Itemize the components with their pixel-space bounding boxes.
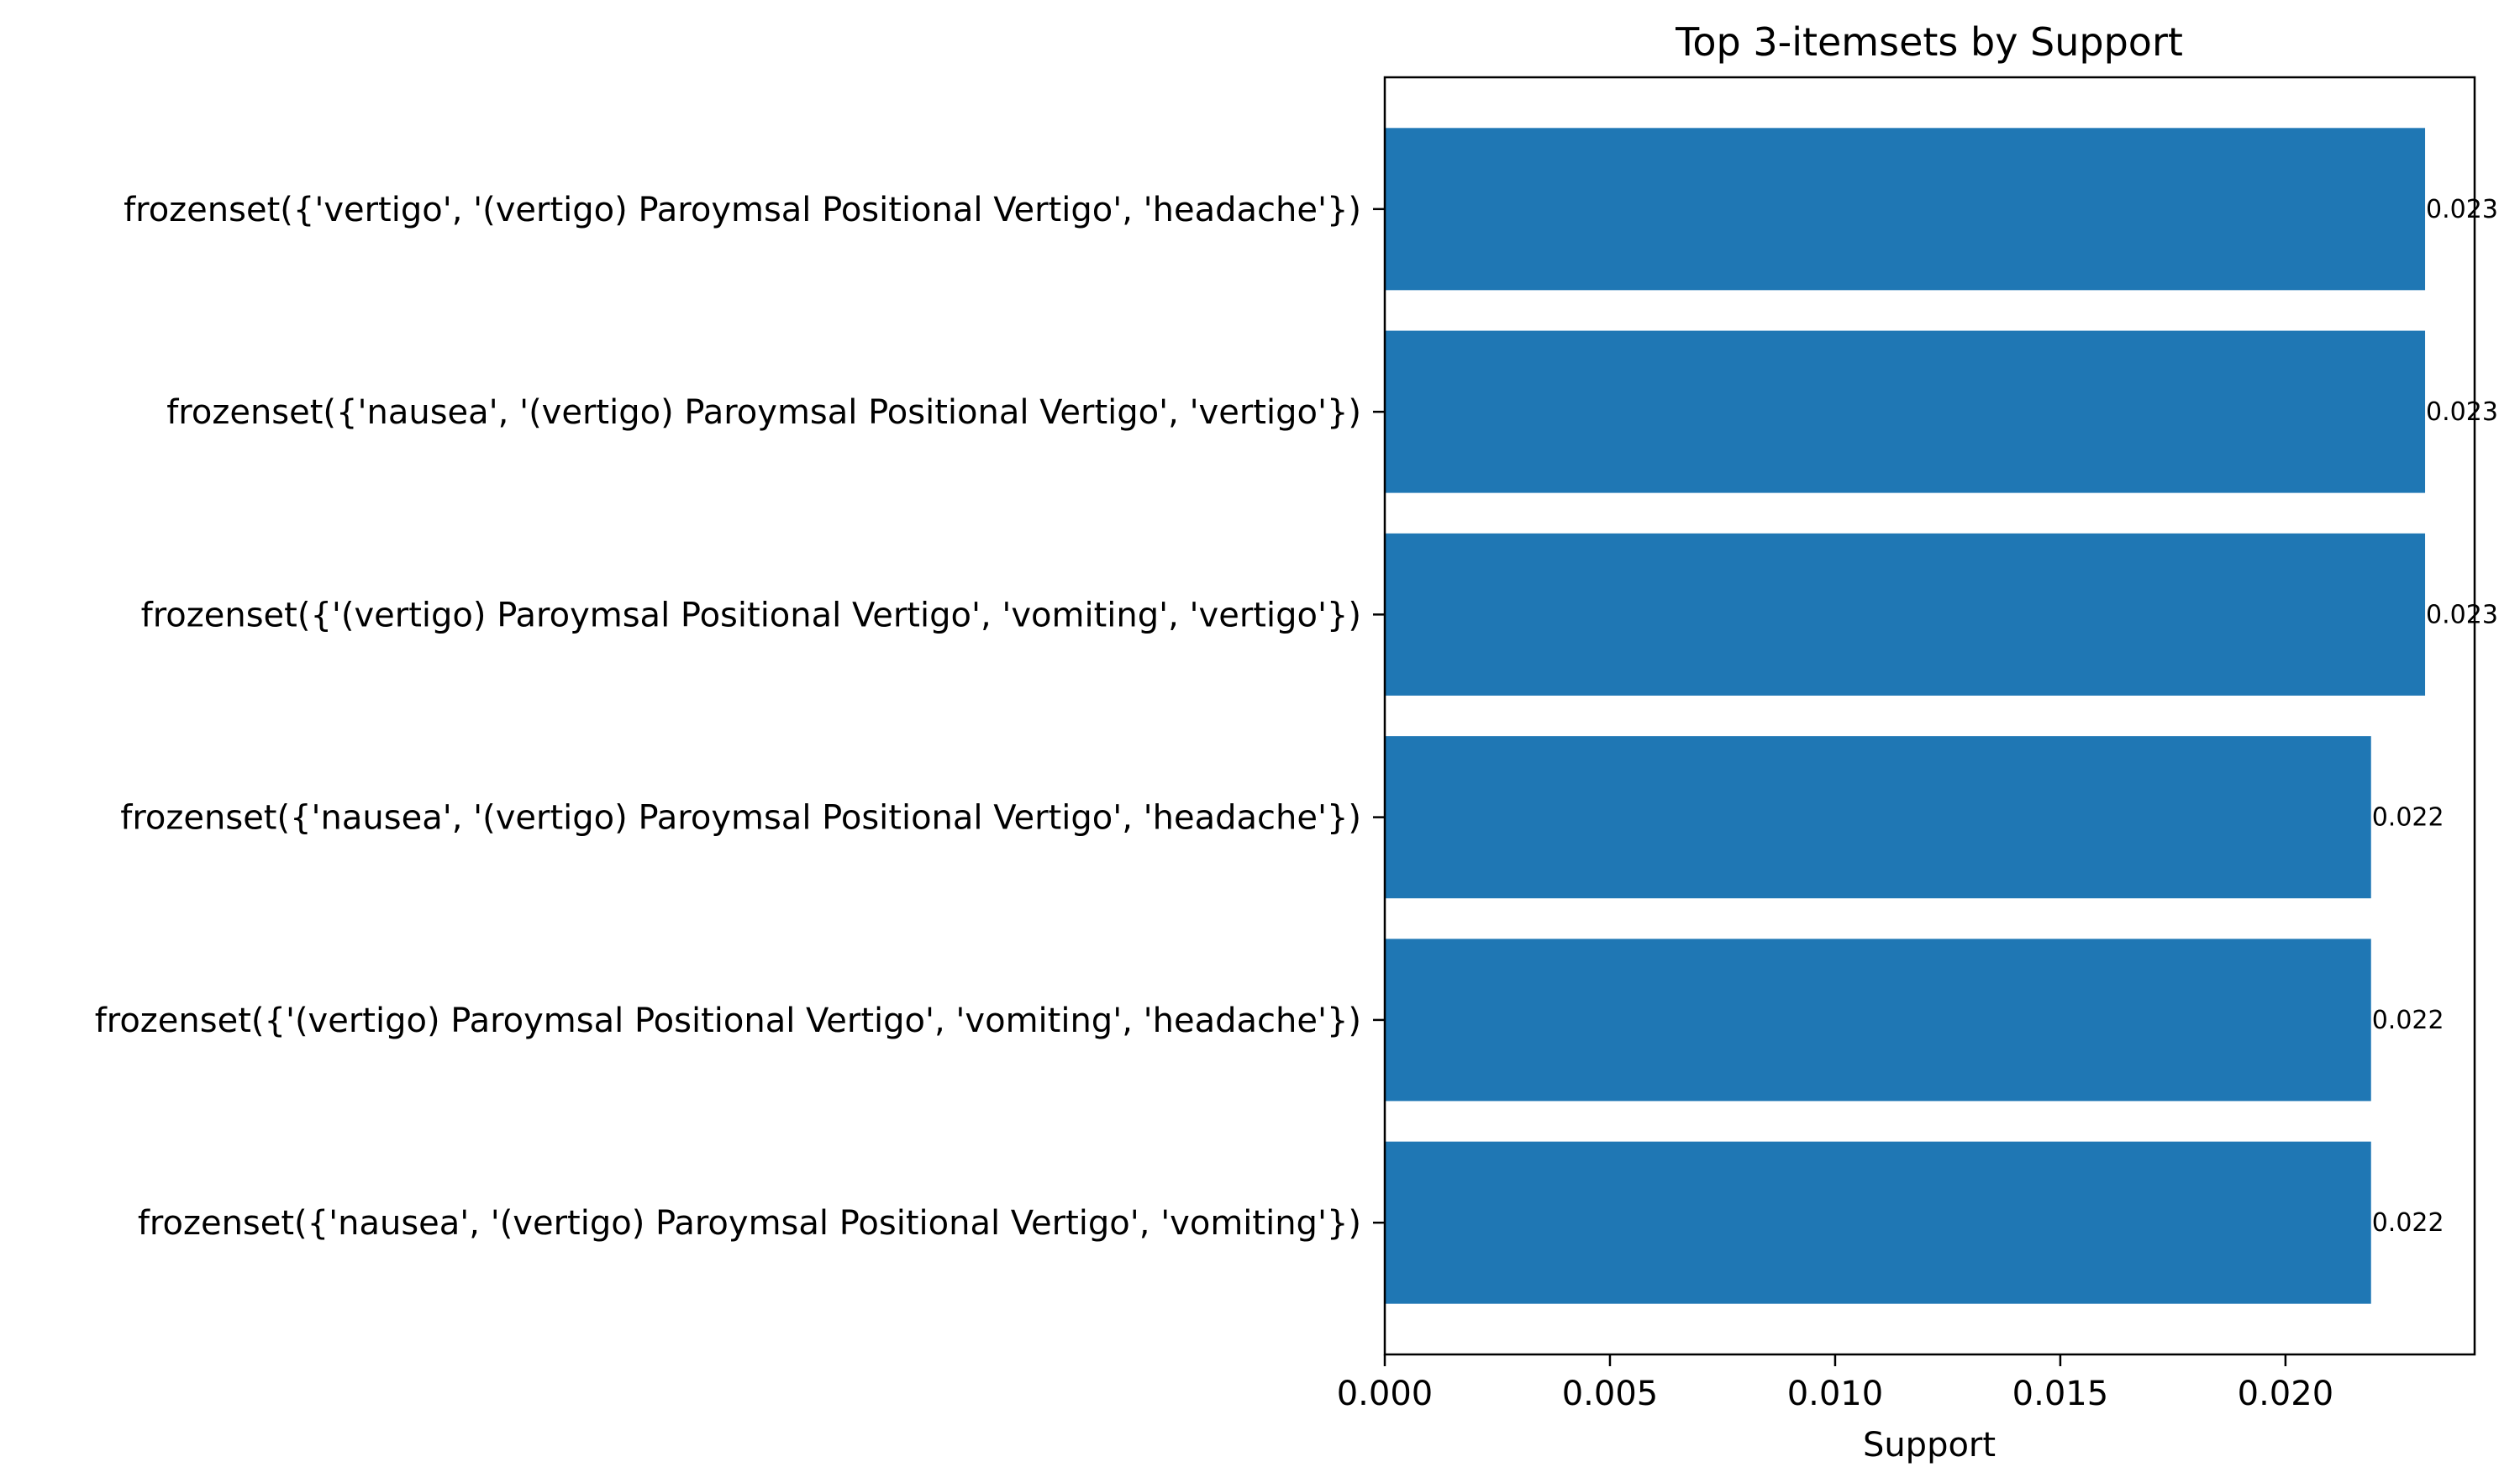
category-label: frozenset({'nausea', '(vertigo) Paroymsa… <box>166 393 1361 432</box>
x-axis-label: Support <box>1863 1426 1996 1465</box>
category-label: frozenset({'(vertigo) Paroymsal Position… <box>95 1002 1361 1040</box>
bar-value-label: 0.022 <box>2372 803 2444 833</box>
x-tick-label: 0.020 <box>2238 1375 2334 1413</box>
plot-frame <box>1383 76 2476 1356</box>
bar <box>1385 330 2426 493</box>
category-label: frozenset({'nausea', '(vertigo) Paroymsa… <box>138 1204 1361 1243</box>
bar <box>1385 939 2371 1102</box>
x-axis: 0.000 0.005 0.010 0.015 0.020 <box>1337 1354 2333 1413</box>
x-tick-label: 0.010 <box>1787 1375 1884 1413</box>
bar-value-label: 0.023 <box>2426 600 2498 629</box>
chart-title: Top 3-itemsets by Support <box>1675 19 2183 65</box>
category-label: frozenset({'vertigo', '(vertigo) Paroyms… <box>124 191 1361 229</box>
category-label: frozenset({'(vertigo) Paroymsal Position… <box>141 596 1361 634</box>
bar <box>1385 736 2371 899</box>
x-tick-label: 0.015 <box>2012 1375 2109 1413</box>
bar-value-label: 0.023 <box>2426 397 2498 427</box>
x-tick-label: 0.005 <box>1562 1375 1659 1413</box>
x-tick-label: 0.000 <box>1337 1375 1434 1413</box>
bar <box>1385 128 2426 291</box>
bar-value-label: 0.022 <box>2372 1208 2444 1238</box>
bar-value-label: 0.022 <box>2372 1006 2444 1035</box>
bars-layer: 0.023 0.023 0.023 0.022 0.022 0.022 <box>1385 128 2498 1304</box>
category-label: frozenset({'nausea', '(vertigo) Paroymsa… <box>120 799 1361 838</box>
category-labels-layer: frozenset({'vertigo', '(vertigo) Paroyms… <box>95 191 1385 1243</box>
bar-value-label: 0.023 <box>2426 195 2498 224</box>
bar <box>1385 533 2426 696</box>
bar <box>1385 1141 2371 1304</box>
